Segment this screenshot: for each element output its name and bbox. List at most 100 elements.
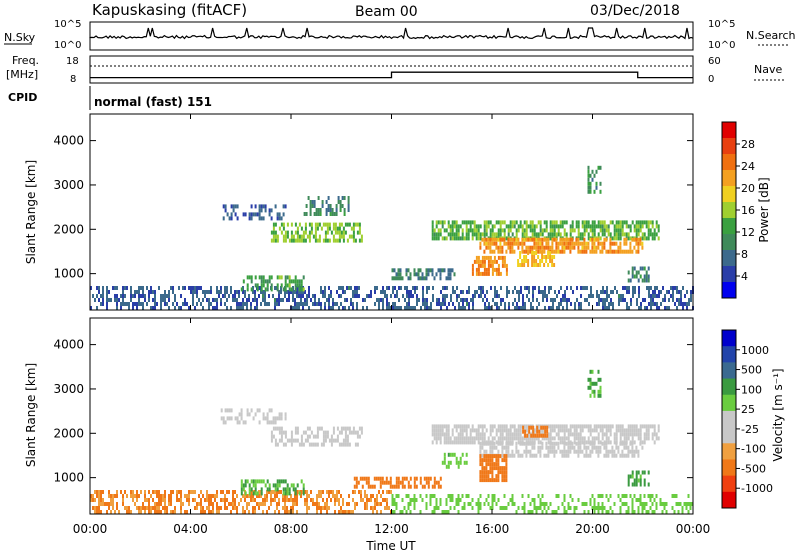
heatmap-cell [254, 306, 256, 310]
heatmap-cell [278, 502, 280, 506]
heatmap-cell [483, 458, 486, 463]
heatmap-cell [90, 494, 92, 498]
heatmap-cell [589, 377, 592, 382]
heatmap-cell [647, 494, 650, 498]
heatmap-cell [497, 478, 500, 483]
heatmap-cell [309, 204, 312, 208]
heatmap-cell [503, 436, 506, 441]
heatmap-cell [647, 278, 650, 283]
heatmap-cell [513, 428, 516, 433]
heatmap-cell [302, 294, 304, 298]
heatmap-cell [491, 506, 494, 510]
heatmap-cell [192, 290, 194, 294]
heatmap-cell [464, 306, 466, 310]
heatmap-cell [503, 237, 506, 242]
heatmap-cell [426, 298, 428, 302]
heatmap-cell [198, 502, 200, 506]
heatmap-cell [274, 306, 276, 310]
heatmap-cell [294, 438, 297, 443]
heatmap-cell [503, 470, 506, 475]
heatmap-cell [342, 498, 344, 502]
heatmap-cell [520, 306, 522, 310]
heatmap-cell [226, 306, 228, 310]
heatmap-cell [316, 238, 319, 243]
heatmap-cell [282, 234, 285, 239]
heatmap-cell [250, 279, 253, 284]
heatmap-cell [306, 438, 309, 443]
heatmap-cell [309, 212, 312, 216]
heatmap-cell [604, 290, 606, 294]
heatmap-cell [210, 498, 212, 502]
heatmap-cell [170, 286, 172, 290]
heatmap-cell [272, 498, 274, 502]
heatmap-cell [445, 502, 448, 506]
heatmap-cell [607, 510, 610, 514]
heatmap-cell [577, 224, 580, 229]
heatmap-cell [623, 237, 626, 242]
heatmap-cell [607, 453, 610, 458]
heatmap-cell [250, 490, 252, 494]
heatmap-cell [399, 480, 402, 485]
heatmap-cell [607, 228, 610, 233]
heatmap-cell [224, 290, 226, 294]
heatmap-cell [425, 480, 428, 485]
heatmap-cell [260, 283, 263, 288]
colorbar-swatch [722, 378, 736, 396]
heatmap-cell [491, 466, 494, 471]
heatmap-cell [511, 245, 514, 250]
heatmap-cell [527, 263, 530, 267]
heatmap-cell [340, 510, 342, 514]
heatmap-cell [439, 428, 442, 433]
heatmap-cell [552, 298, 554, 302]
heatmap-cell [471, 236, 474, 241]
heatmap-cell [521, 494, 524, 498]
heatmap-cell [627, 445, 630, 450]
heatmap-cell [593, 228, 596, 233]
heatmap-cell [214, 494, 216, 498]
heatmap-cell [503, 263, 506, 268]
heatmap-cell [374, 502, 376, 506]
heatmap-cell [513, 249, 516, 254]
heatmap-cell [529, 245, 532, 250]
heatmap-cell [517, 228, 520, 233]
heatmap-cell [609, 249, 612, 254]
heatmap-cell [352, 426, 355, 431]
heatmap-cell [471, 267, 474, 272]
heatmap-cell [581, 245, 584, 250]
heatmap-cell [521, 259, 524, 263]
heatmap-cell [352, 302, 354, 306]
heatmap-cell [226, 498, 228, 502]
heatmap-cell [336, 238, 339, 243]
heatmap-cell [526, 286, 528, 290]
heatmap-cell [186, 302, 188, 306]
heatmap-cell [308, 506, 310, 510]
heatmap-cell [458, 306, 460, 310]
heatmap-cell [544, 294, 546, 298]
heatmap-cell [284, 434, 287, 439]
heatmap-cell [306, 510, 308, 514]
heatmap-cell [318, 298, 320, 302]
heatmap-cell [533, 245, 536, 250]
heatmap-cell [639, 436, 642, 441]
heatmap-cell [403, 484, 406, 489]
heatmap-cell [537, 249, 540, 254]
heatmap-cell [282, 491, 285, 496]
heatmap-cell [641, 506, 644, 510]
heatmap-cell [547, 245, 550, 250]
heatmap-cell [286, 483, 289, 488]
heatmap-cell [489, 449, 492, 454]
heatmap-cell [543, 263, 546, 267]
heatmap-cell [431, 432, 434, 437]
heatmap-cell [336, 290, 338, 294]
heatmap-cell [465, 436, 468, 441]
heatmap-cell [358, 294, 360, 298]
heatmap-cell [464, 298, 466, 302]
heatmap-cell [391, 494, 394, 498]
heatmap-cell [637, 470, 640, 475]
heatmap-cell [106, 290, 108, 294]
heatmap-cell [471, 428, 474, 433]
heatmap-cell [651, 432, 654, 437]
heatmap-cell [332, 222, 335, 227]
heatmap-cell [240, 491, 243, 496]
heatmap-cell [246, 302, 248, 306]
